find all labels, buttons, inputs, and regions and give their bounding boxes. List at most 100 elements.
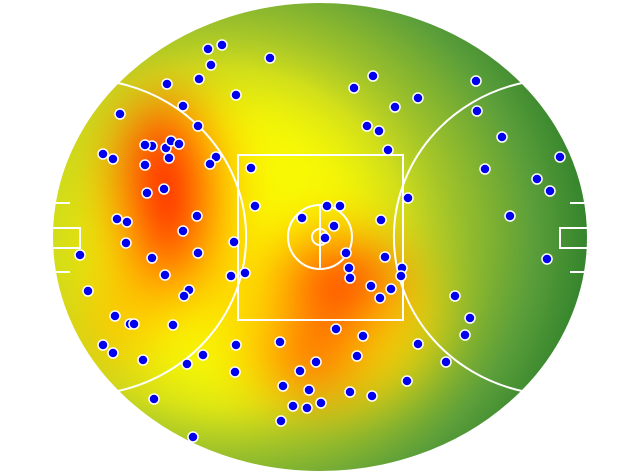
point — [191, 210, 203, 222]
point — [344, 272, 356, 284]
point — [385, 283, 397, 295]
point — [82, 285, 94, 297]
point — [412, 338, 424, 350]
point — [230, 89, 242, 101]
point — [249, 200, 261, 212]
point — [470, 75, 482, 87]
point — [228, 236, 240, 248]
point — [340, 247, 352, 259]
point — [319, 232, 331, 244]
point — [541, 253, 553, 265]
point — [161, 78, 173, 90]
point — [504, 210, 516, 222]
point — [373, 125, 385, 137]
point — [464, 312, 476, 324]
point — [158, 183, 170, 195]
point — [225, 270, 237, 282]
point — [479, 163, 491, 175]
point — [264, 52, 276, 64]
point — [459, 329, 471, 341]
point — [120, 237, 132, 249]
point — [111, 213, 123, 225]
point — [121, 216, 133, 228]
point — [202, 43, 214, 55]
point — [366, 390, 378, 402]
point — [197, 349, 209, 361]
point — [173, 138, 185, 150]
heatmap — [52, 2, 588, 472]
point — [440, 356, 452, 368]
field-lines — [51, 1, 589, 473]
point — [412, 92, 424, 104]
point — [141, 187, 153, 199]
point — [178, 290, 190, 302]
point — [167, 319, 179, 331]
point — [296, 212, 308, 224]
point — [275, 415, 287, 427]
point — [139, 139, 151, 151]
point — [310, 356, 322, 368]
point — [343, 262, 355, 274]
point — [239, 267, 251, 279]
point — [146, 252, 158, 264]
point — [163, 152, 175, 164]
point — [187, 431, 199, 443]
point — [496, 131, 508, 143]
point — [330, 323, 342, 335]
point — [177, 100, 189, 112]
point — [216, 39, 228, 51]
point — [294, 365, 306, 377]
point — [301, 402, 313, 414]
point — [389, 101, 401, 113]
point — [109, 310, 121, 322]
point — [74, 249, 86, 261]
point — [205, 59, 217, 71]
point — [192, 120, 204, 132]
point — [177, 225, 189, 237]
point — [379, 251, 391, 263]
point — [531, 173, 543, 185]
point — [193, 73, 205, 85]
point — [395, 270, 407, 282]
point — [344, 386, 356, 398]
point — [159, 269, 171, 281]
point — [382, 144, 394, 156]
point — [107, 153, 119, 165]
point — [245, 162, 257, 174]
point — [128, 318, 140, 330]
point — [361, 120, 373, 132]
point — [334, 200, 346, 212]
point — [287, 400, 299, 412]
point — [277, 380, 289, 392]
point — [192, 247, 204, 259]
point — [449, 290, 461, 302]
point — [181, 358, 193, 370]
point — [348, 82, 360, 94]
point — [544, 185, 556, 197]
point — [365, 280, 377, 292]
point — [229, 366, 241, 378]
point — [351, 350, 363, 362]
point — [367, 70, 379, 82]
point — [114, 108, 126, 120]
point — [357, 330, 369, 342]
point — [148, 393, 160, 405]
point — [303, 384, 315, 396]
point — [274, 336, 286, 348]
point — [321, 200, 333, 212]
point — [374, 292, 386, 304]
point — [375, 214, 387, 226]
point — [554, 151, 566, 163]
point — [401, 375, 413, 387]
point — [97, 148, 109, 160]
point — [315, 397, 327, 409]
point — [328, 220, 340, 232]
point — [139, 159, 151, 171]
point — [402, 192, 414, 204]
point — [204, 158, 216, 170]
point — [471, 105, 483, 117]
point — [137, 354, 149, 366]
point — [230, 339, 242, 351]
